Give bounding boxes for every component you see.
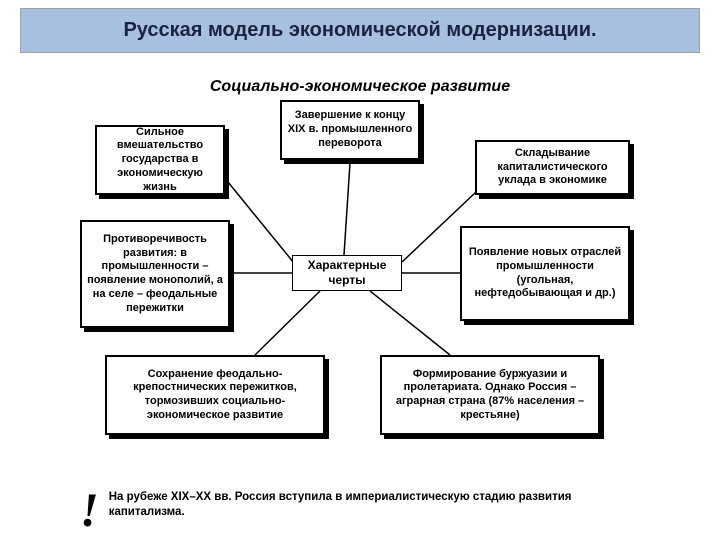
diagram-node: Сохранение феодально-крепостнических пер…	[105, 355, 325, 435]
page-title: Русская модель экономической модернизаци…	[20, 8, 700, 53]
diagram-node: Появление новых отраслей промышленности …	[460, 226, 630, 321]
edge	[344, 163, 350, 255]
diagram-node: Противоречивость развития: в промышленно…	[80, 220, 230, 328]
edge	[228, 182, 294, 263]
footer-note: ! На рубеже XIX–XX вв. Россия вступила в…	[80, 490, 640, 528]
exclaim-icon: !	[80, 494, 99, 528]
diagram-subtitle: Социально-экономическое развитие	[0, 78, 720, 96]
edge	[255, 291, 320, 355]
footer-text: На рубеже XIX–XX вв. Россия вступила в и…	[109, 490, 640, 520]
diagram-node: Складывание капиталистического уклада в …	[475, 140, 630, 195]
diagram-area: Характерные черты Сильное вмешательство г…	[80, 100, 640, 520]
diagram-node: Сильное вмешательство государства в экон…	[95, 125, 225, 195]
edge	[370, 291, 450, 355]
diagram-node: Формирование буржуазии и пролетариата. О…	[380, 355, 600, 435]
center-node: Характерные черты	[292, 255, 402, 291]
diagram-node: Завершение к концу XIX в. промышленного …	[280, 100, 420, 160]
